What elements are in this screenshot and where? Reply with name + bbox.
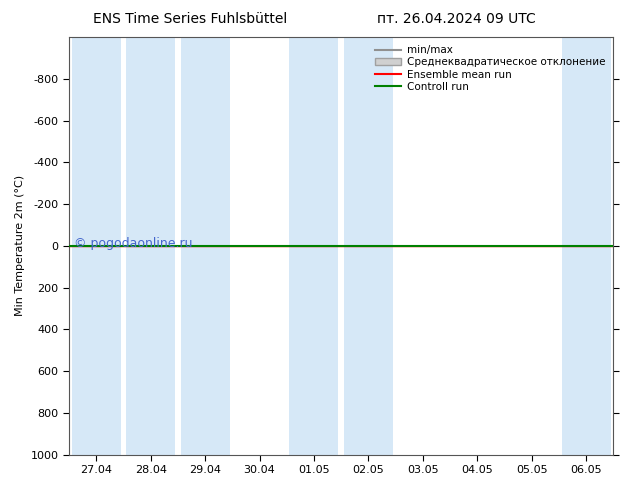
Bar — [181, 37, 230, 455]
Bar — [126, 37, 175, 455]
Bar — [344, 37, 393, 455]
Text: ENS Time Series Fuhlsbüttel: ENS Time Series Fuhlsbüttel — [93, 12, 287, 26]
Text: © pogodaonline.ru: © pogodaonline.ru — [74, 237, 193, 250]
Bar — [72, 37, 120, 455]
Bar — [562, 37, 611, 455]
Bar — [290, 37, 339, 455]
Text: пт. 26.04.2024 09 UTC: пт. 26.04.2024 09 UTC — [377, 12, 536, 26]
Legend: min/max, Среднеквадратическое отклонение, Ensemble mean run, Controll run: min/max, Среднеквадратическое отклонение… — [372, 42, 608, 95]
Y-axis label: Min Temperature 2m (°C): Min Temperature 2m (°C) — [15, 175, 25, 317]
